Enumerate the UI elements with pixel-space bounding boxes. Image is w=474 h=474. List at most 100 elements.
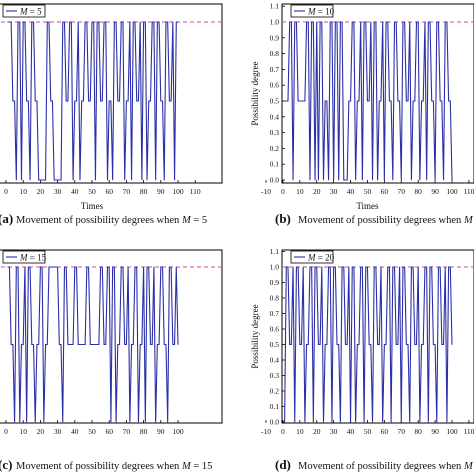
y-tick-label: 0.2	[270, 387, 280, 396]
data-point	[412, 100, 414, 102]
data-point	[163, 179, 165, 181]
data-point	[299, 100, 301, 102]
data-point	[350, 100, 351, 102]
data-point	[414, 100, 416, 102]
data-point	[105, 344, 107, 345]
x-tick-label: 20	[37, 187, 45, 196]
x-tick-label: 50	[364, 427, 372, 436]
data-point	[287, 100, 289, 102]
data-point	[170, 266, 172, 268]
data-point	[156, 21, 158, 23]
legend-box	[290, 250, 334, 264]
data-point	[43, 421, 45, 423]
data-point	[29, 266, 31, 268]
data-point	[395, 21, 397, 23]
y-tick-label: 0.3	[270, 128, 280, 137]
data-point	[91, 21, 93, 23]
data-point	[451, 344, 453, 345]
data-point	[162, 100, 163, 102]
data-point	[105, 21, 107, 23]
x-tick-label: 110	[463, 187, 474, 196]
data-point	[358, 100, 360, 102]
data-point	[318, 179, 319, 181]
data-point	[426, 179, 428, 181]
caption-text: Movement of possibility degrees when M	[298, 215, 474, 226]
data-point	[451, 179, 453, 181]
data-point	[158, 344, 160, 345]
data-point	[136, 266, 138, 268]
legend-value: = 20	[316, 253, 335, 263]
data-point	[382, 21, 384, 23]
data-point	[38, 344, 40, 345]
data-point	[427, 21, 429, 23]
data-point	[45, 344, 46, 345]
data-point	[148, 266, 150, 268]
data-point	[72, 179, 74, 181]
data-point	[443, 344, 444, 345]
data-point	[153, 266, 155, 268]
data-point	[64, 21, 65, 23]
data-point	[299, 344, 301, 345]
y-tick-label: 0.7	[270, 65, 280, 74]
data-point	[302, 100, 304, 102]
data-point	[93, 21, 95, 23]
data-point	[449, 100, 451, 102]
data-point	[108, 100, 110, 102]
data-point	[341, 266, 343, 268]
data-point	[160, 266, 162, 268]
data-point	[334, 266, 336, 268]
x-tick-label: 0	[4, 187, 8, 196]
data-point	[373, 21, 375, 23]
data-point	[436, 421, 438, 423]
data-point	[331, 421, 333, 423]
data-point	[287, 266, 289, 268]
data-point	[141, 344, 143, 345]
data-point	[301, 344, 302, 345]
data-point	[433, 344, 434, 345]
legend-label: M = 10	[307, 7, 335, 17]
data-point	[112, 179, 114, 181]
y-tick-label: 0.5	[270, 97, 280, 106]
data-point	[346, 344, 348, 345]
x-tick-label: 40	[347, 427, 355, 436]
x-tick-label: 10	[19, 187, 27, 196]
data-point	[441, 100, 443, 102]
x-tick-label: -10	[261, 187, 271, 196]
data-point	[134, 21, 136, 23]
data-point	[53, 266, 55, 268]
data-point	[323, 421, 324, 423]
data-point	[27, 100, 29, 102]
data-point	[89, 344, 91, 345]
data-point	[314, 179, 316, 181]
data-point	[355, 421, 357, 423]
y-tick-label: 1.1	[270, 2, 280, 11]
x-tick-label: 60	[105, 427, 113, 436]
x-tick-label: 40	[71, 187, 79, 196]
data-point	[48, 21, 50, 23]
data-point	[383, 344, 385, 345]
data-point	[122, 21, 124, 23]
data-point	[79, 179, 81, 181]
legend-variable: M	[307, 253, 316, 263]
data-point	[22, 344, 24, 345]
data-point	[38, 179, 40, 181]
plot-frame	[281, 249, 474, 424]
data-point	[129, 21, 131, 23]
data-point	[353, 266, 355, 268]
data-point	[19, 21, 21, 23]
data-point	[348, 100, 350, 102]
data-point	[294, 21, 296, 23]
y-tick-label: 0.5	[270, 340, 280, 349]
data-point	[143, 21, 145, 23]
data-point	[83, 100, 84, 102]
data-point	[46, 344, 48, 345]
data-point	[338, 344, 340, 345]
data-point	[378, 344, 380, 345]
data-point	[134, 266, 136, 268]
data-point	[368, 100, 370, 102]
data-point	[131, 179, 132, 181]
data-point	[58, 344, 60, 345]
data-point	[88, 266, 89, 268]
data-point	[296, 266, 297, 268]
